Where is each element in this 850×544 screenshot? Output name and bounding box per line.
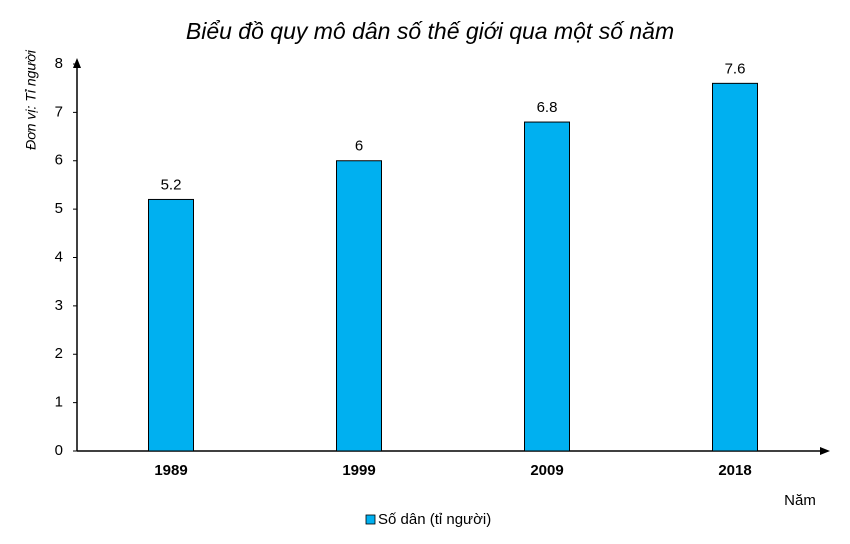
y-tick-label: 5	[55, 200, 63, 217]
x-tick-label: 1989	[154, 462, 187, 479]
chart-title: Biểu đồ quy mô dân số thế giới qua một s…	[186, 18, 674, 44]
y-axis-label: Đơn vị: Tỉ người	[23, 49, 39, 150]
bar	[524, 121, 570, 452]
data-label: 5.2	[161, 176, 182, 193]
x-axis-label: Năm	[784, 492, 816, 509]
x-tick-label: 2018	[718, 462, 751, 479]
x-tick-label: 1999	[342, 462, 375, 479]
y-tick-label: 0	[55, 442, 63, 459]
x-axis-arrow	[820, 447, 830, 455]
legend-label: Số dân (tỉ người)	[378, 511, 491, 528]
legend-swatch	[365, 514, 376, 525]
y-tick-label: 1	[55, 394, 63, 411]
y-tick-label: 2	[55, 345, 63, 362]
data-label: 6.8	[537, 99, 558, 116]
y-tick-label: 3	[55, 297, 63, 314]
bar	[336, 160, 382, 452]
y-tick-label: 7	[55, 103, 63, 120]
y-axis-arrow	[73, 58, 81, 68]
y-tick-label: 4	[55, 248, 63, 265]
data-label: 7.6	[725, 60, 746, 77]
bar	[712, 82, 758, 452]
data-label: 6	[355, 138, 363, 155]
bar	[148, 198, 194, 452]
x-tick-label: 2009	[530, 462, 563, 479]
y-tick-label: 6	[55, 152, 63, 169]
y-tick-label: 8	[55, 55, 63, 72]
